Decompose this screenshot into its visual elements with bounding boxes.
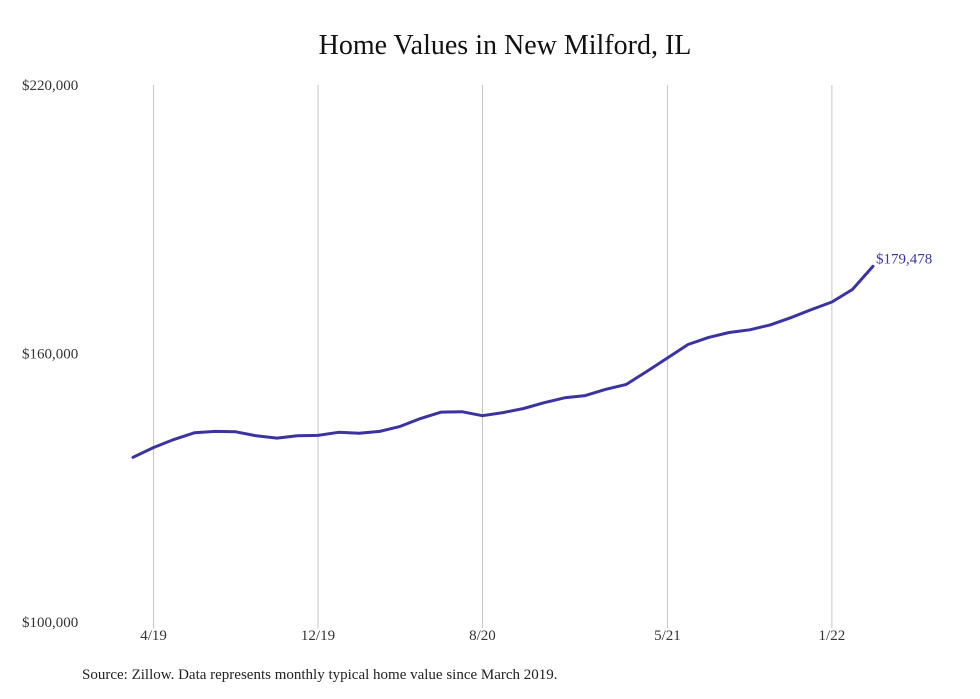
series-line <box>131 264 875 459</box>
chart-title: Home Values in New Milford, IL <box>318 30 692 61</box>
x-tick-label: 5/21 <box>654 628 681 644</box>
y-tick-label: $100,000 <box>22 615 78 631</box>
source-note: Source: Zillow. Data represents monthly … <box>82 667 558 683</box>
end-value-label: $179,478 <box>876 251 932 267</box>
series-layer: $179,478 <box>131 251 932 459</box>
x-tick-label: 4/19 <box>140 628 167 644</box>
y-axis-ticks: $220,000 $160,000 $100,000 <box>22 78 78 631</box>
gridlines <box>153 85 833 628</box>
y-tick-label: $160,000 <box>22 347 78 363</box>
x-tick-label: 12/19 <box>301 628 335 644</box>
y-tick-label: $220,000 <box>22 78 78 94</box>
x-tick-label: 8/20 <box>469 628 496 644</box>
x-axis-ticks: 4/19 12/19 8/20 5/21 1/22 <box>140 628 845 644</box>
x-tick-label: 1/22 <box>819 628 846 644</box>
